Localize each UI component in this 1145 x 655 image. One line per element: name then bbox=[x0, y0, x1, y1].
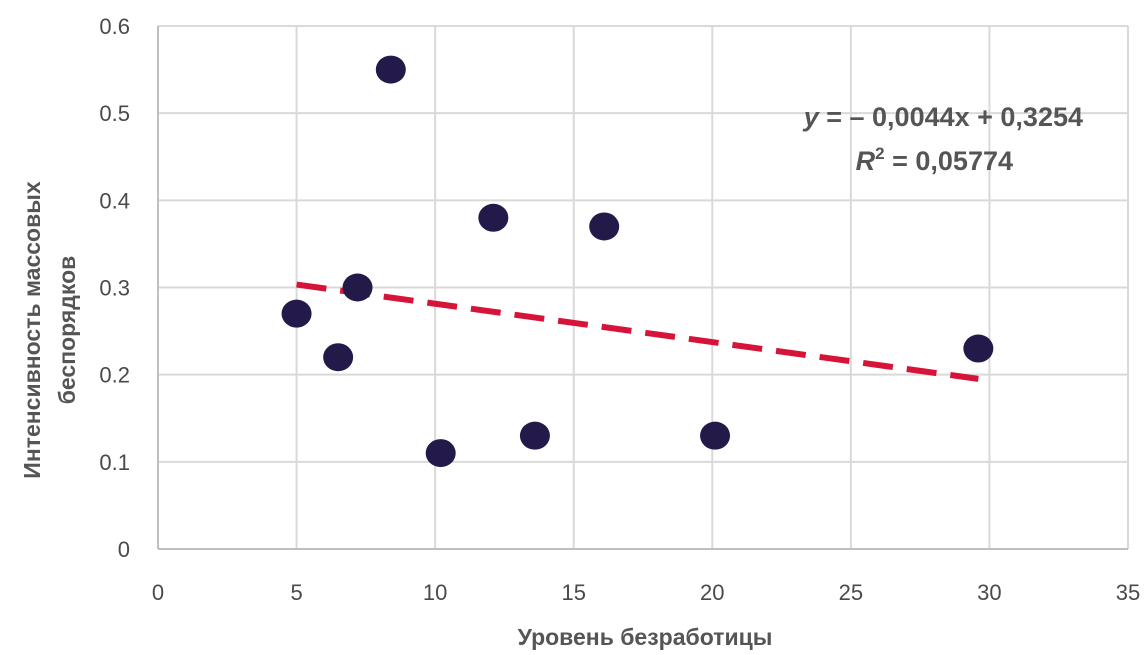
data-point bbox=[519, 421, 550, 450]
r-squared-value: = 0,05774 bbox=[885, 146, 1013, 176]
r-squared-exponent: 2 bbox=[875, 144, 884, 163]
x-tick-label: 20 bbox=[700, 580, 724, 605]
data-point bbox=[589, 212, 620, 241]
x-tick-label: 0 bbox=[152, 580, 164, 605]
data-point bbox=[375, 55, 406, 84]
data-point bbox=[425, 439, 456, 468]
y-tick-label: 0.3 bbox=[99, 276, 130, 301]
y-tick-label: 0.4 bbox=[99, 188, 130, 213]
x-tick-label: 5 bbox=[290, 580, 302, 605]
r-squared-variable: R bbox=[856, 146, 876, 176]
trendline-layer bbox=[296, 281, 979, 382]
data-point bbox=[342, 273, 373, 302]
y-tick-label: 0.6 bbox=[99, 14, 130, 39]
x-axis-title: Уровень безработицы bbox=[518, 624, 773, 650]
equation-variable: y bbox=[802, 102, 821, 132]
y-tick-label: 0 bbox=[118, 537, 130, 562]
x-tick-labels: 0 5 10 15 20 25 30 35 bbox=[152, 580, 1140, 605]
data-point bbox=[700, 421, 731, 450]
y-tick-labels: 0 0.1 0.2 0.3 0.4 0.5 0.6 bbox=[99, 14, 130, 562]
equation-line: y = – 0,0044x + 0,3254 bbox=[802, 102, 1083, 132]
y-axis-title: Интенсивность массовых беспорядков bbox=[19, 181, 80, 479]
y-tick-label: 0.2 bbox=[99, 363, 130, 388]
grid bbox=[158, 25, 1129, 549]
trendline bbox=[296, 281, 979, 382]
data-point bbox=[478, 203, 509, 232]
axes bbox=[157, 26, 1128, 550]
x-tick-label: 30 bbox=[977, 580, 1001, 605]
y-axis-title-line-2: беспорядков bbox=[54, 256, 80, 405]
r-squared-line: R2 = 0,05774 bbox=[856, 144, 1013, 176]
data-point bbox=[281, 299, 312, 328]
x-tick-label: 25 bbox=[839, 580, 863, 605]
x-tick-label: 10 bbox=[423, 580, 447, 605]
equation-expression: = – 0,0044x + 0,3254 bbox=[819, 102, 1083, 132]
data-points bbox=[281, 55, 994, 468]
x-tick-label: 35 bbox=[1116, 580, 1140, 605]
y-tick-label: 0.1 bbox=[99, 450, 130, 475]
y-axis-title-line-1: Интенсивность массовых bbox=[19, 181, 45, 479]
data-point bbox=[963, 334, 994, 363]
data-point bbox=[323, 343, 354, 372]
y-tick-label: 0.5 bbox=[99, 101, 130, 126]
x-tick-label: 15 bbox=[561, 580, 585, 605]
trendline-equation: y = – 0,0044x + 0,3254 R2 = 0,05774 bbox=[802, 102, 1083, 176]
